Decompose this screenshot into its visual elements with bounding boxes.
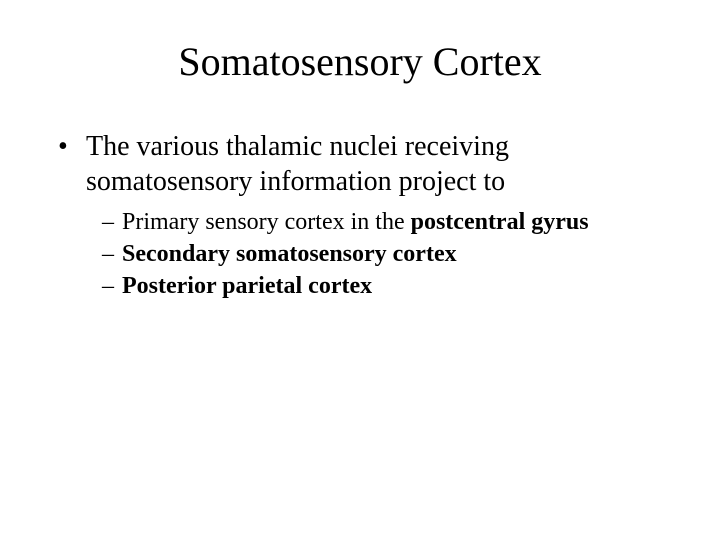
slide-container: Somatosensory Cortex • The various thala… — [0, 0, 720, 540]
bullet-level1: • The various thalamic nuclei receiving … — [58, 129, 670, 199]
subbullet-bold: Secondary somatosensory cortex — [122, 239, 670, 269]
bullet-level2: – Primary sensory cortex in the postcent… — [102, 207, 670, 237]
slide-title: Somatosensory Cortex — [50, 38, 670, 85]
bullet-level2: – Secondary somatosensory cortex — [102, 239, 670, 269]
bullet-marker: • — [58, 129, 86, 199]
bullet-level2: – Posterior parietal cortex — [102, 271, 670, 301]
dash-marker: – — [102, 271, 122, 301]
dash-marker: – — [102, 239, 122, 269]
subbullet-plain: Primary sensory cortex in the — [122, 209, 411, 235]
subbullet-text: Primary sensory cortex in the postcentra… — [122, 207, 670, 237]
subbullet-bold: Posterior parietal cortex — [122, 271, 670, 301]
dash-marker: – — [102, 207, 122, 237]
subbullet-bold: postcentral gyrus — [411, 209, 589, 235]
bullet-text: The various thalamic nuclei receiving so… — [86, 129, 670, 199]
